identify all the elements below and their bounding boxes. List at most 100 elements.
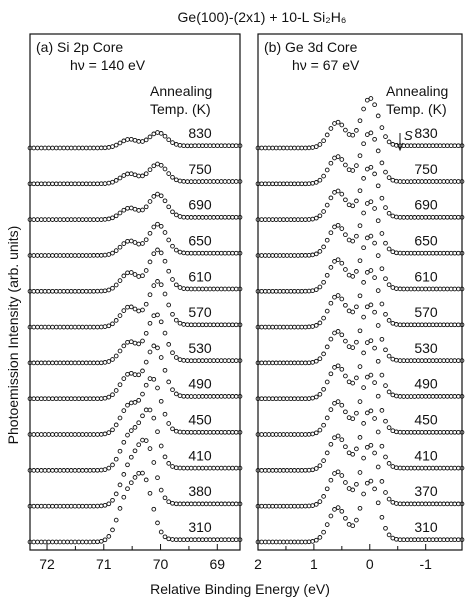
data-point <box>185 179 190 184</box>
data-point <box>65 288 70 294</box>
data-point <box>459 322 465 328</box>
data-point <box>42 539 48 545</box>
data-point <box>218 286 224 292</box>
data-point <box>332 294 337 300</box>
temperature-label: 650 <box>188 233 212 249</box>
data-point <box>361 455 366 461</box>
data-point <box>200 465 205 471</box>
data-point <box>215 250 220 256</box>
data-point <box>222 143 228 149</box>
x-tick-label: 71 <box>96 556 112 572</box>
data-point <box>53 181 59 187</box>
data-point <box>226 358 232 363</box>
data-point <box>95 396 100 402</box>
data-point <box>128 205 134 211</box>
data-point <box>375 113 381 119</box>
data-point <box>328 300 334 306</box>
data-point <box>317 213 323 219</box>
panel-a-legend-title-line1: Annealing <box>150 83 212 99</box>
data-point <box>91 324 97 330</box>
data-point <box>132 137 138 143</box>
data-point <box>181 429 187 435</box>
data-point <box>368 164 374 170</box>
data-point <box>394 501 399 506</box>
x-tick-label: 0 <box>366 556 374 572</box>
data-point <box>226 501 232 507</box>
data-point <box>50 360 55 366</box>
data-point <box>200 143 205 149</box>
data-point <box>207 501 213 507</box>
data-point <box>324 379 330 385</box>
data-point <box>125 432 130 438</box>
data-point <box>350 132 356 138</box>
series-570 <box>27 279 243 330</box>
data-point <box>91 432 97 437</box>
data-point <box>155 345 160 351</box>
data-point <box>102 145 108 151</box>
data-point <box>91 217 97 222</box>
data-point <box>386 246 392 252</box>
data-point <box>218 250 224 256</box>
data-point <box>151 194 157 199</box>
data-point <box>233 214 239 220</box>
data-point <box>147 230 153 236</box>
data-point <box>188 501 194 507</box>
data-point <box>91 360 97 366</box>
data-point <box>237 537 243 543</box>
data-point <box>181 465 187 471</box>
data-point <box>375 464 381 470</box>
data-point <box>321 244 326 250</box>
data-point <box>106 252 112 257</box>
data-point <box>324 237 330 243</box>
data-point <box>372 102 377 108</box>
data-point <box>38 217 44 222</box>
data-point <box>151 506 157 512</box>
data-point <box>218 143 224 149</box>
data-point <box>143 382 149 388</box>
data-point <box>95 539 100 545</box>
data-point <box>173 177 179 183</box>
data-point <box>132 425 138 430</box>
data-point <box>237 501 243 507</box>
data-point <box>379 301 385 307</box>
data-point <box>192 286 198 292</box>
data-point <box>35 360 40 366</box>
data-point <box>215 465 220 471</box>
data-point <box>140 391 145 397</box>
data-point <box>166 499 172 505</box>
data-point <box>200 501 205 507</box>
data-point <box>50 288 55 294</box>
data-point <box>87 432 93 437</box>
data-point <box>211 322 217 328</box>
data-point <box>35 324 40 330</box>
data-point <box>31 503 37 509</box>
data-point <box>166 302 172 308</box>
data-point <box>339 473 345 478</box>
data-point <box>136 139 142 144</box>
data-point <box>158 319 164 325</box>
data-point <box>354 446 359 452</box>
data-point <box>361 350 366 356</box>
data-point <box>177 142 183 148</box>
data-point <box>158 398 164 404</box>
series-380 <box>27 437 243 509</box>
data-point <box>196 537 202 543</box>
data-point <box>87 145 93 151</box>
data-point <box>350 238 356 244</box>
data-point <box>117 244 123 250</box>
data-point <box>128 270 134 275</box>
data-point <box>173 537 179 543</box>
data-point <box>125 462 130 468</box>
data-point <box>188 394 194 399</box>
data-point <box>192 394 198 399</box>
data-point <box>102 431 108 437</box>
data-point <box>379 160 385 166</box>
data-point <box>125 205 130 211</box>
data-point <box>38 539 44 545</box>
data-point <box>31 539 37 545</box>
data-point <box>207 465 213 471</box>
data-point <box>121 138 127 144</box>
data-point <box>328 371 334 377</box>
panel-b-frame <box>257 33 463 551</box>
